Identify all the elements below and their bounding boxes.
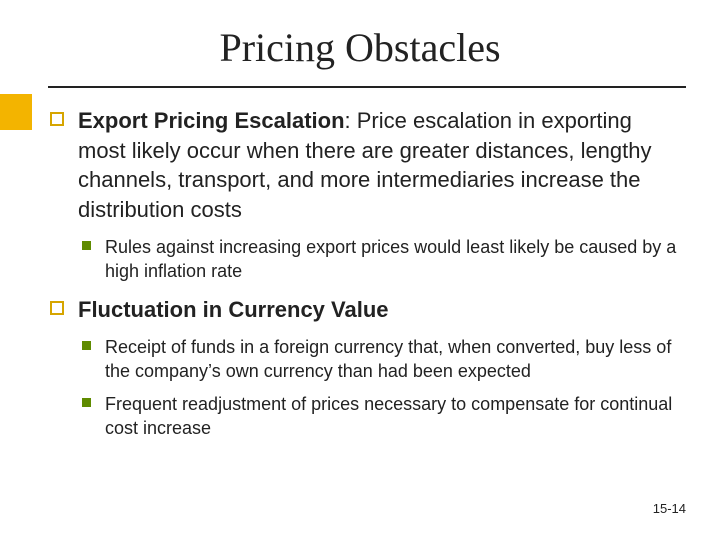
content-area: Export Pricing Escalation: Price escalat… <box>50 106 680 452</box>
accent-bar <box>0 94 32 130</box>
list-item: Fluctuation in Currency Value <box>50 295 680 325</box>
slide-number: 15-14 <box>653 501 686 516</box>
list-item-text: Frequent readjustment of prices necessar… <box>105 392 680 441</box>
bold-term: Fluctuation in Currency Value <box>78 297 389 322</box>
slide-title: Pricing Obstacles <box>0 24 720 71</box>
list-item: Rules against increasing export prices w… <box>82 235 680 284</box>
bullet-hollow-icon <box>50 301 64 315</box>
slide: Pricing Obstacles Export Pricing Escalat… <box>0 0 720 540</box>
bullet-hollow-icon <box>50 112 64 126</box>
sublist: Receipt of funds in a foreign currency t… <box>82 335 680 440</box>
bullet-square-icon <box>82 241 91 250</box>
list-item: Frequent readjustment of prices necessar… <box>82 392 680 441</box>
list-item-text: Export Pricing Escalation: Price escalat… <box>78 106 680 225</box>
list-item: Receipt of funds in a foreign currency t… <box>82 335 680 384</box>
bullet-square-icon <box>82 341 91 350</box>
sublist: Rules against increasing export prices w… <box>82 235 680 284</box>
list-item-text: Fluctuation in Currency Value <box>78 295 680 325</box>
title-underline <box>48 86 686 88</box>
list-item-text: Rules against increasing export prices w… <box>105 235 680 284</box>
bullet-square-icon <box>82 398 91 407</box>
list-item: Export Pricing Escalation: Price escalat… <box>50 106 680 225</box>
list-item-text: Receipt of funds in a foreign currency t… <box>105 335 680 384</box>
bold-term: Export Pricing Escalation <box>78 108 345 133</box>
